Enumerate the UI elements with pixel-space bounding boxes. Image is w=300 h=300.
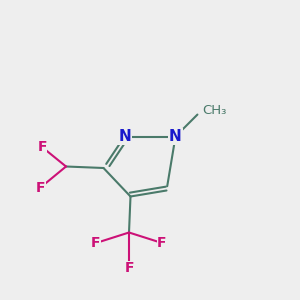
Text: N: N xyxy=(118,129,131,144)
Text: N: N xyxy=(169,129,182,144)
Text: F: F xyxy=(157,236,167,250)
Text: F: F xyxy=(37,140,47,154)
Text: F: F xyxy=(124,262,134,275)
Text: F: F xyxy=(91,236,101,250)
Text: CH₃: CH₃ xyxy=(202,104,227,118)
Text: F: F xyxy=(36,181,45,194)
